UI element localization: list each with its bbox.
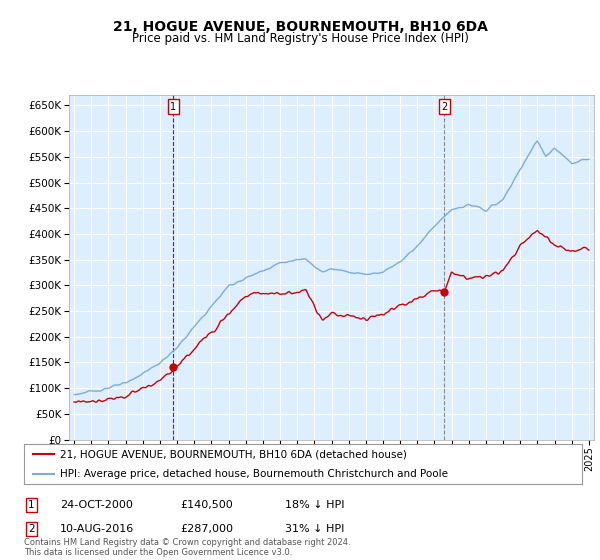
Text: £287,000: £287,000	[180, 524, 233, 534]
Text: 2: 2	[28, 524, 35, 534]
Text: 21, HOGUE AVENUE, BOURNEMOUTH, BH10 6DA: 21, HOGUE AVENUE, BOURNEMOUTH, BH10 6DA	[113, 20, 487, 34]
Text: 24-OCT-2000: 24-OCT-2000	[60, 500, 133, 510]
Text: 21, HOGUE AVENUE, BOURNEMOUTH, BH10 6DA (detached house): 21, HOGUE AVENUE, BOURNEMOUTH, BH10 6DA …	[60, 449, 407, 459]
Text: 1: 1	[28, 500, 35, 510]
Text: HPI: Average price, detached house, Bournemouth Christchurch and Poole: HPI: Average price, detached house, Bour…	[60, 469, 448, 479]
Text: Price paid vs. HM Land Registry's House Price Index (HPI): Price paid vs. HM Land Registry's House …	[131, 32, 469, 45]
Text: 1: 1	[170, 101, 176, 111]
Text: Contains HM Land Registry data © Crown copyright and database right 2024.
This d: Contains HM Land Registry data © Crown c…	[24, 538, 350, 557]
Text: 31% ↓ HPI: 31% ↓ HPI	[285, 524, 344, 534]
Text: 2: 2	[441, 101, 448, 111]
Text: 18% ↓ HPI: 18% ↓ HPI	[285, 500, 344, 510]
Text: 10-AUG-2016: 10-AUG-2016	[60, 524, 134, 534]
Text: £140,500: £140,500	[180, 500, 233, 510]
